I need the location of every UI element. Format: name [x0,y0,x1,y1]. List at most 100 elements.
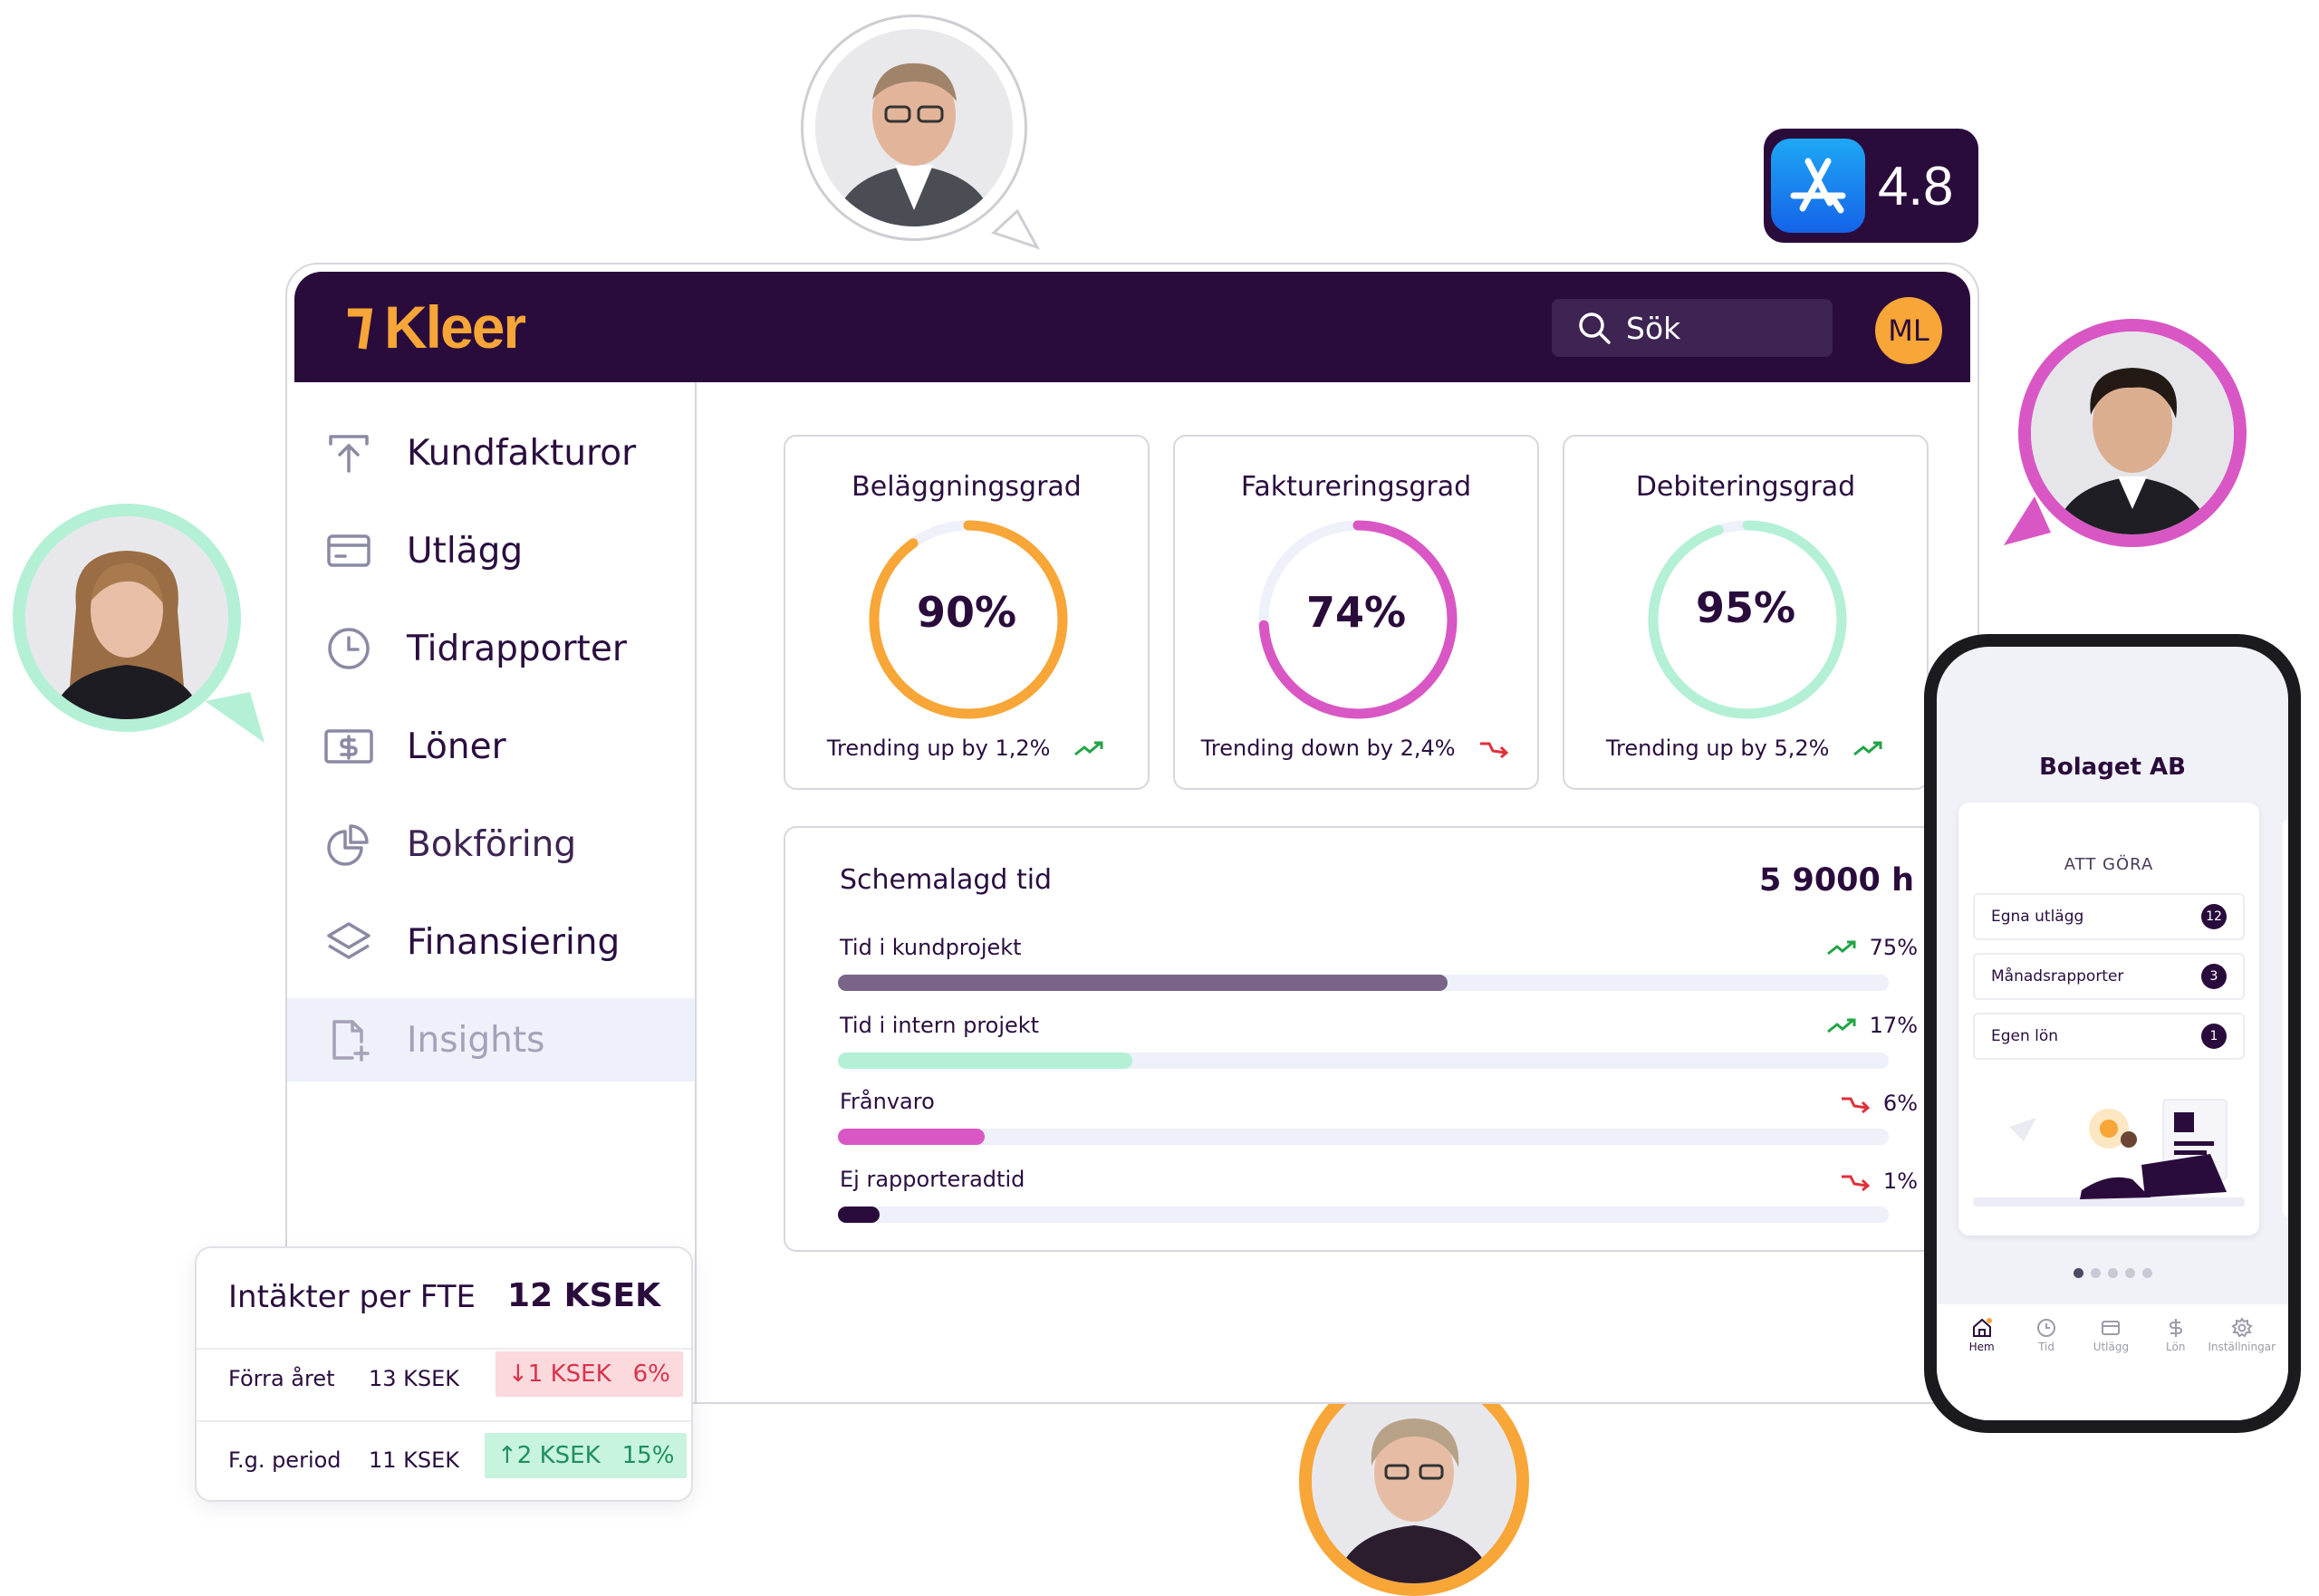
kpi-trend: Trending up by 5,2% [1564,736,1927,761]
fte-delta-pct: 6% [632,1360,670,1388]
sidebar-item-label: Kundfakturor [407,432,637,474]
schedule-bar-fill [838,975,1448,991]
kpi-trend: Trending up by 1,2% [785,736,1148,761]
person-with-laptop-illustration [1973,1099,2245,1207]
scheduled-time-total: 5 9000 h [1758,862,1914,899]
schedule-row-pct: 1% [1840,1168,1918,1194]
schedule-bar-track [838,1129,1889,1145]
tab-utlagg[interactable]: Utlägg [2079,1304,2143,1420]
schedule-row-pct: 75% [1826,935,1918,960]
home-icon [1972,1318,1992,1337]
sidebar-item-tidrapporter[interactable]: Tidrapporter [287,607,695,690]
tab-label: Lön [2166,1341,2186,1353]
sidebar-item-label: Bokföring [407,823,577,865]
search-label: Sök [1626,310,1681,346]
kpi-ring-chart [1258,520,1458,719]
page-dot[interactable] [2090,1268,2101,1278]
search-box[interactable]: Sök [1552,299,1833,357]
tab-label: Hem [1968,1341,1995,1353]
todo-count-badge: 1 [2201,1024,2227,1049]
schedule-bar-track [838,975,1889,991]
todo-title: ATT GÖRA [2064,855,2154,874]
logo-mark-icon [348,308,373,350]
kpi-title: Faktureringsgrad [1240,471,1472,503]
tab-installningar[interactable]: Inställningar [2208,1304,2276,1420]
fte-row-label: Förra året [228,1366,335,1391]
schedule-bar-fill [838,1207,880,1223]
sidebar-item-finansiering[interactable]: Finansiering [287,900,695,984]
todo-label: Månadsrapporter [1991,967,2124,985]
avatar-man-glasses [801,14,1041,250]
page-dot[interactable] [2141,1268,2152,1278]
schedule-row-label: Frånvaro [840,1089,935,1114]
clock-icon [2037,1319,2056,1337]
kpi-value: 95% [1695,583,1796,632]
sidebar-item-label: Insights [407,1019,545,1061]
schedule-bar-track [838,1207,1889,1223]
upload-icon [323,428,374,478]
todo-item-egna-utlagg[interactable]: Egna utlägg 12 [1973,893,2245,940]
tab-label: Inställningar [2208,1341,2276,1353]
schedule-row-pct: 17% [1826,1013,1918,1038]
sidebar-item-label: Finansiering [407,921,621,963]
sidebar-item-label: Tidrapporter [407,628,627,669]
fte-delta: ↑2 KSEK [497,1442,601,1469]
clock-icon [323,623,374,674]
fte-row-label: F.g. period [228,1447,342,1473]
avatar-woman-glasses [1272,1348,1529,1596]
sidebar-item-insights[interactable]: Insights [287,998,695,1082]
tab-label: Tid [2038,1341,2054,1353]
money-icon [323,721,374,772]
sidebar-item-loner[interactable]: Löner [287,705,695,788]
app-store-icon [1771,139,1865,233]
avatar-young-man [2004,319,2247,547]
user-avatar[interactable]: ML [1875,297,1942,364]
revenue-per-fte-card: Intäkter per FTE 12 KSEK Förra året 13 K… [195,1246,693,1502]
card-icon [323,525,374,576]
kpi-card-debiteringsgrad[interactable]: Debiteringsgrad 95% Trending up by 5,2% [1563,435,1929,790]
schedule-row-pct-text: 17% [1869,1013,1918,1038]
scheduled-time-title: Schemalagd tid [840,864,1053,896]
todo-card: ATT GÖRA Egna utlägg 12 Månadsrapporter … [1958,803,2259,1235]
page-dot[interactable] [2124,1268,2135,1278]
trend-down-icon [1841,1175,1871,1192]
logo-text: Kleer [384,293,526,361]
kpi-value: 74% [1305,588,1407,637]
schedule-row-pct-text: 1% [1882,1168,1918,1194]
kpi-value: 90% [916,588,1017,637]
fte-title: Intäkter per FTE [228,1279,476,1315]
todo-item-egen-lon[interactable]: Egen lön 1 [1973,1013,2245,1060]
page-indicator[interactable] [1937,1264,2288,1282]
todo-label: Egna utlägg [1991,908,2084,926]
todo-item-manadsrapporter[interactable]: Månadsrapporter 3 [1973,953,2245,1000]
divider [197,1420,691,1422]
scheduled-time-card: Schemalagd tid 5 9000 h Tid i kundprojek… [784,826,1959,1252]
todo-label: Egen lön [1991,1027,2059,1045]
schedule-row-label: Tid i kundprojekt [840,935,1022,960]
document-add-icon [323,1014,374,1065]
kpi-trend-text: Trending up by 1,2% [826,736,1051,761]
kpi-card-belaggningsgrad[interactable]: Beläggningsgrad 90% Trending up by 1,2% [784,435,1150,790]
schedule-row-pct: 6% [1840,1091,1918,1116]
sidebar-item-kundfakturor[interactable]: Kundfakturor [287,411,695,495]
next-card-peek [2283,819,2288,1217]
tab-tid[interactable]: Tid [2014,1304,2078,1420]
search-icon [1579,312,1611,344]
kpi-card-faktureringsgrad[interactable]: Faktureringsgrad 74% Trending down by 2,… [1173,435,1539,790]
page-dot[interactable] [2073,1268,2083,1278]
kleer-logo[interactable]: Kleer [344,293,526,361]
tab-hem[interactable]: Hem [1949,1304,2014,1420]
page-dot[interactable] [2107,1268,2118,1278]
fte-delta-pct: 15% [621,1442,675,1469]
app-store-rating-badge: 4.8 [1764,129,1978,243]
fte-value: 12 KSEK [507,1277,660,1314]
kpi-trend: Trending down by 2,4% [1175,736,1537,761]
app-store-rating: 4.8 [1878,155,1954,216]
trend-up-icon [1826,1018,1856,1034]
sidebar-item-bokforing[interactable]: Bokföring [287,803,695,886]
sidebar-item-utlagg[interactable]: Utlägg [287,509,695,592]
kpi-ring-chart [1648,520,1847,719]
trend-up-icon [1074,741,1103,756]
tab-lon[interactable]: Lön [2143,1304,2208,1420]
sidebar: Kundfakturor Utlägg Tidrapporter [287,382,697,1402]
